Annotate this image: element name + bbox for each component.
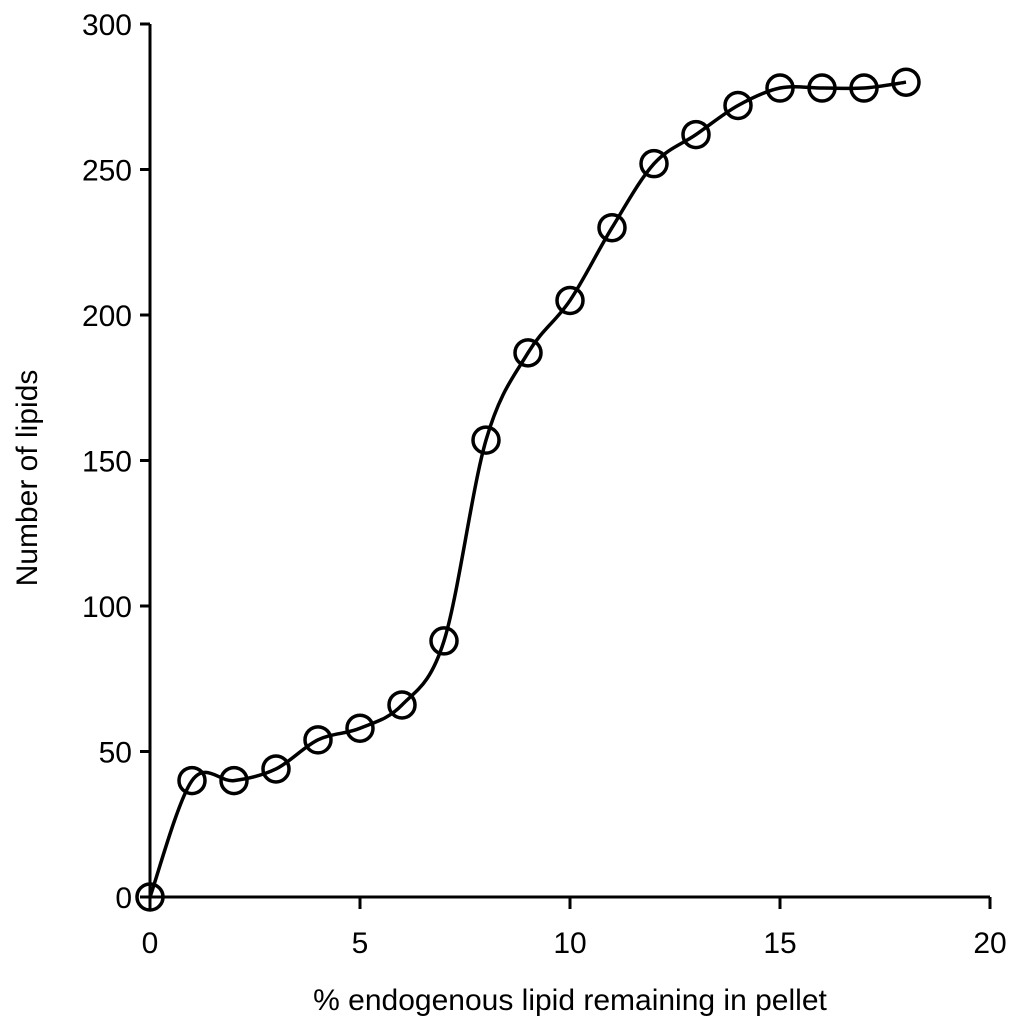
data-point-marker [849, 73, 879, 103]
y-tick-label: 100 [82, 591, 132, 624]
data-point-marker [219, 765, 249, 796]
data-point-marker [429, 626, 459, 656]
y-axis: 0 50 100 150 200 250 300 [82, 9, 152, 915]
y-tick-label: 300 [82, 9, 132, 42]
data-point-marker [303, 725, 333, 755]
data-markers [135, 67, 921, 912]
y-tick-label: 50 [99, 737, 132, 770]
x-tick-label: 5 [352, 927, 369, 960]
data-point-marker [261, 754, 291, 784]
x-axis: 0 5 10 15 20 [142, 895, 1007, 960]
data-point-marker [513, 338, 543, 368]
data-point-marker [807, 73, 837, 103]
data-point-marker [135, 882, 165, 912]
x-tick-label: 10 [553, 927, 586, 960]
data-point-marker [345, 713, 375, 743]
y-tick-label: 200 [82, 300, 132, 333]
data-point-marker [597, 212, 627, 243]
data-point-marker [387, 690, 417, 720]
y-tick-label: 250 [82, 155, 132, 188]
data-point-marker [177, 765, 207, 796]
x-tick-label: 15 [763, 927, 796, 960]
y-axis-title: Number of lipids [11, 370, 44, 587]
y-tick-label: 0 [115, 882, 132, 915]
data-point-marker [639, 148, 669, 179]
data-point-marker [555, 285, 585, 316]
y-tick-label: 150 [82, 446, 132, 479]
x-axis-title: % endogenous lipid remaining in pellet [313, 984, 827, 1016]
data-point-marker [765, 73, 795, 103]
data-point-marker [891, 67, 921, 97]
data-point-marker [723, 90, 753, 121]
x-tick-label: 0 [142, 927, 159, 960]
data-point-marker [681, 119, 711, 150]
data-point-marker [471, 425, 501, 455]
x-tick-label: 20 [973, 927, 1006, 960]
